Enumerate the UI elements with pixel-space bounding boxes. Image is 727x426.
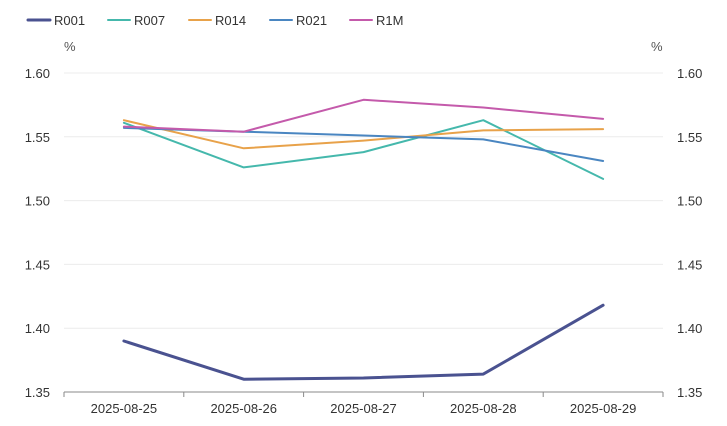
legend-label: R014 — [215, 13, 246, 28]
left-axis-unit: % — [64, 39, 76, 54]
series-line-r001 — [122, 303, 605, 381]
chart-legend: R001 R007 R014 R021 R1M — [26, 13, 403, 28]
x-tick-label: 2025-08-25 — [91, 401, 158, 416]
series-line-r014 — [122, 119, 605, 150]
series-line-r007 — [122, 119, 605, 180]
gridlines — [64, 72, 663, 329]
right-y-axis: 1.35 1.40 1.45 1.50 1.55 1.60 — [677, 66, 702, 400]
left-y-axis: 1.35 1.40 1.45 1.50 1.55 1.60 — [25, 66, 50, 400]
y-tick-label-left: 1.45 — [25, 257, 50, 272]
legend-item-r014[interactable]: R014 — [188, 13, 246, 28]
x-tick-label: 2025-08-27 — [330, 401, 397, 416]
legend-label: R1M — [376, 13, 403, 28]
y-tick-label-left: 1.55 — [25, 130, 50, 145]
y-tick-label-left: 1.60 — [25, 66, 50, 81]
y-tick-label-right: 1.45 — [677, 257, 702, 272]
y-tick-label-right: 1.50 — [677, 194, 702, 209]
chart-series — [122, 98, 605, 381]
y-tick-label-left: 1.35 — [25, 385, 50, 400]
x-tick-label: 2025-08-26 — [210, 401, 277, 416]
y-tick-label-left: 1.50 — [25, 194, 50, 209]
y-tick-label-left: 1.40 — [25, 321, 50, 336]
legend-label: R007 — [134, 13, 165, 28]
y-tick-label-right: 1.60 — [677, 66, 702, 81]
y-tick-label-right: 1.40 — [677, 321, 702, 336]
legend-item-r001[interactable]: R001 — [26, 13, 85, 28]
legend-item-r021[interactable]: R021 — [269, 13, 327, 28]
y-tick-label-right: 1.35 — [677, 385, 702, 400]
legend-label: R021 — [296, 13, 327, 28]
y-tick-label-right: 1.55 — [677, 130, 702, 145]
x-tick-label: 2025-08-28 — [450, 401, 517, 416]
legend-item-r007[interactable]: R007 — [107, 13, 165, 28]
x-tick-label: 2025-08-29 — [570, 401, 637, 416]
right-axis-unit: % — [651, 39, 663, 54]
legend-label: R001 — [54, 13, 85, 28]
x-axis: 2025-08-25 2025-08-26 2025-08-27 2025-08-28… — [63, 391, 664, 416]
series-line-r1m — [122, 98, 605, 133]
legend-item-r1m[interactable]: R1M — [349, 13, 403, 28]
